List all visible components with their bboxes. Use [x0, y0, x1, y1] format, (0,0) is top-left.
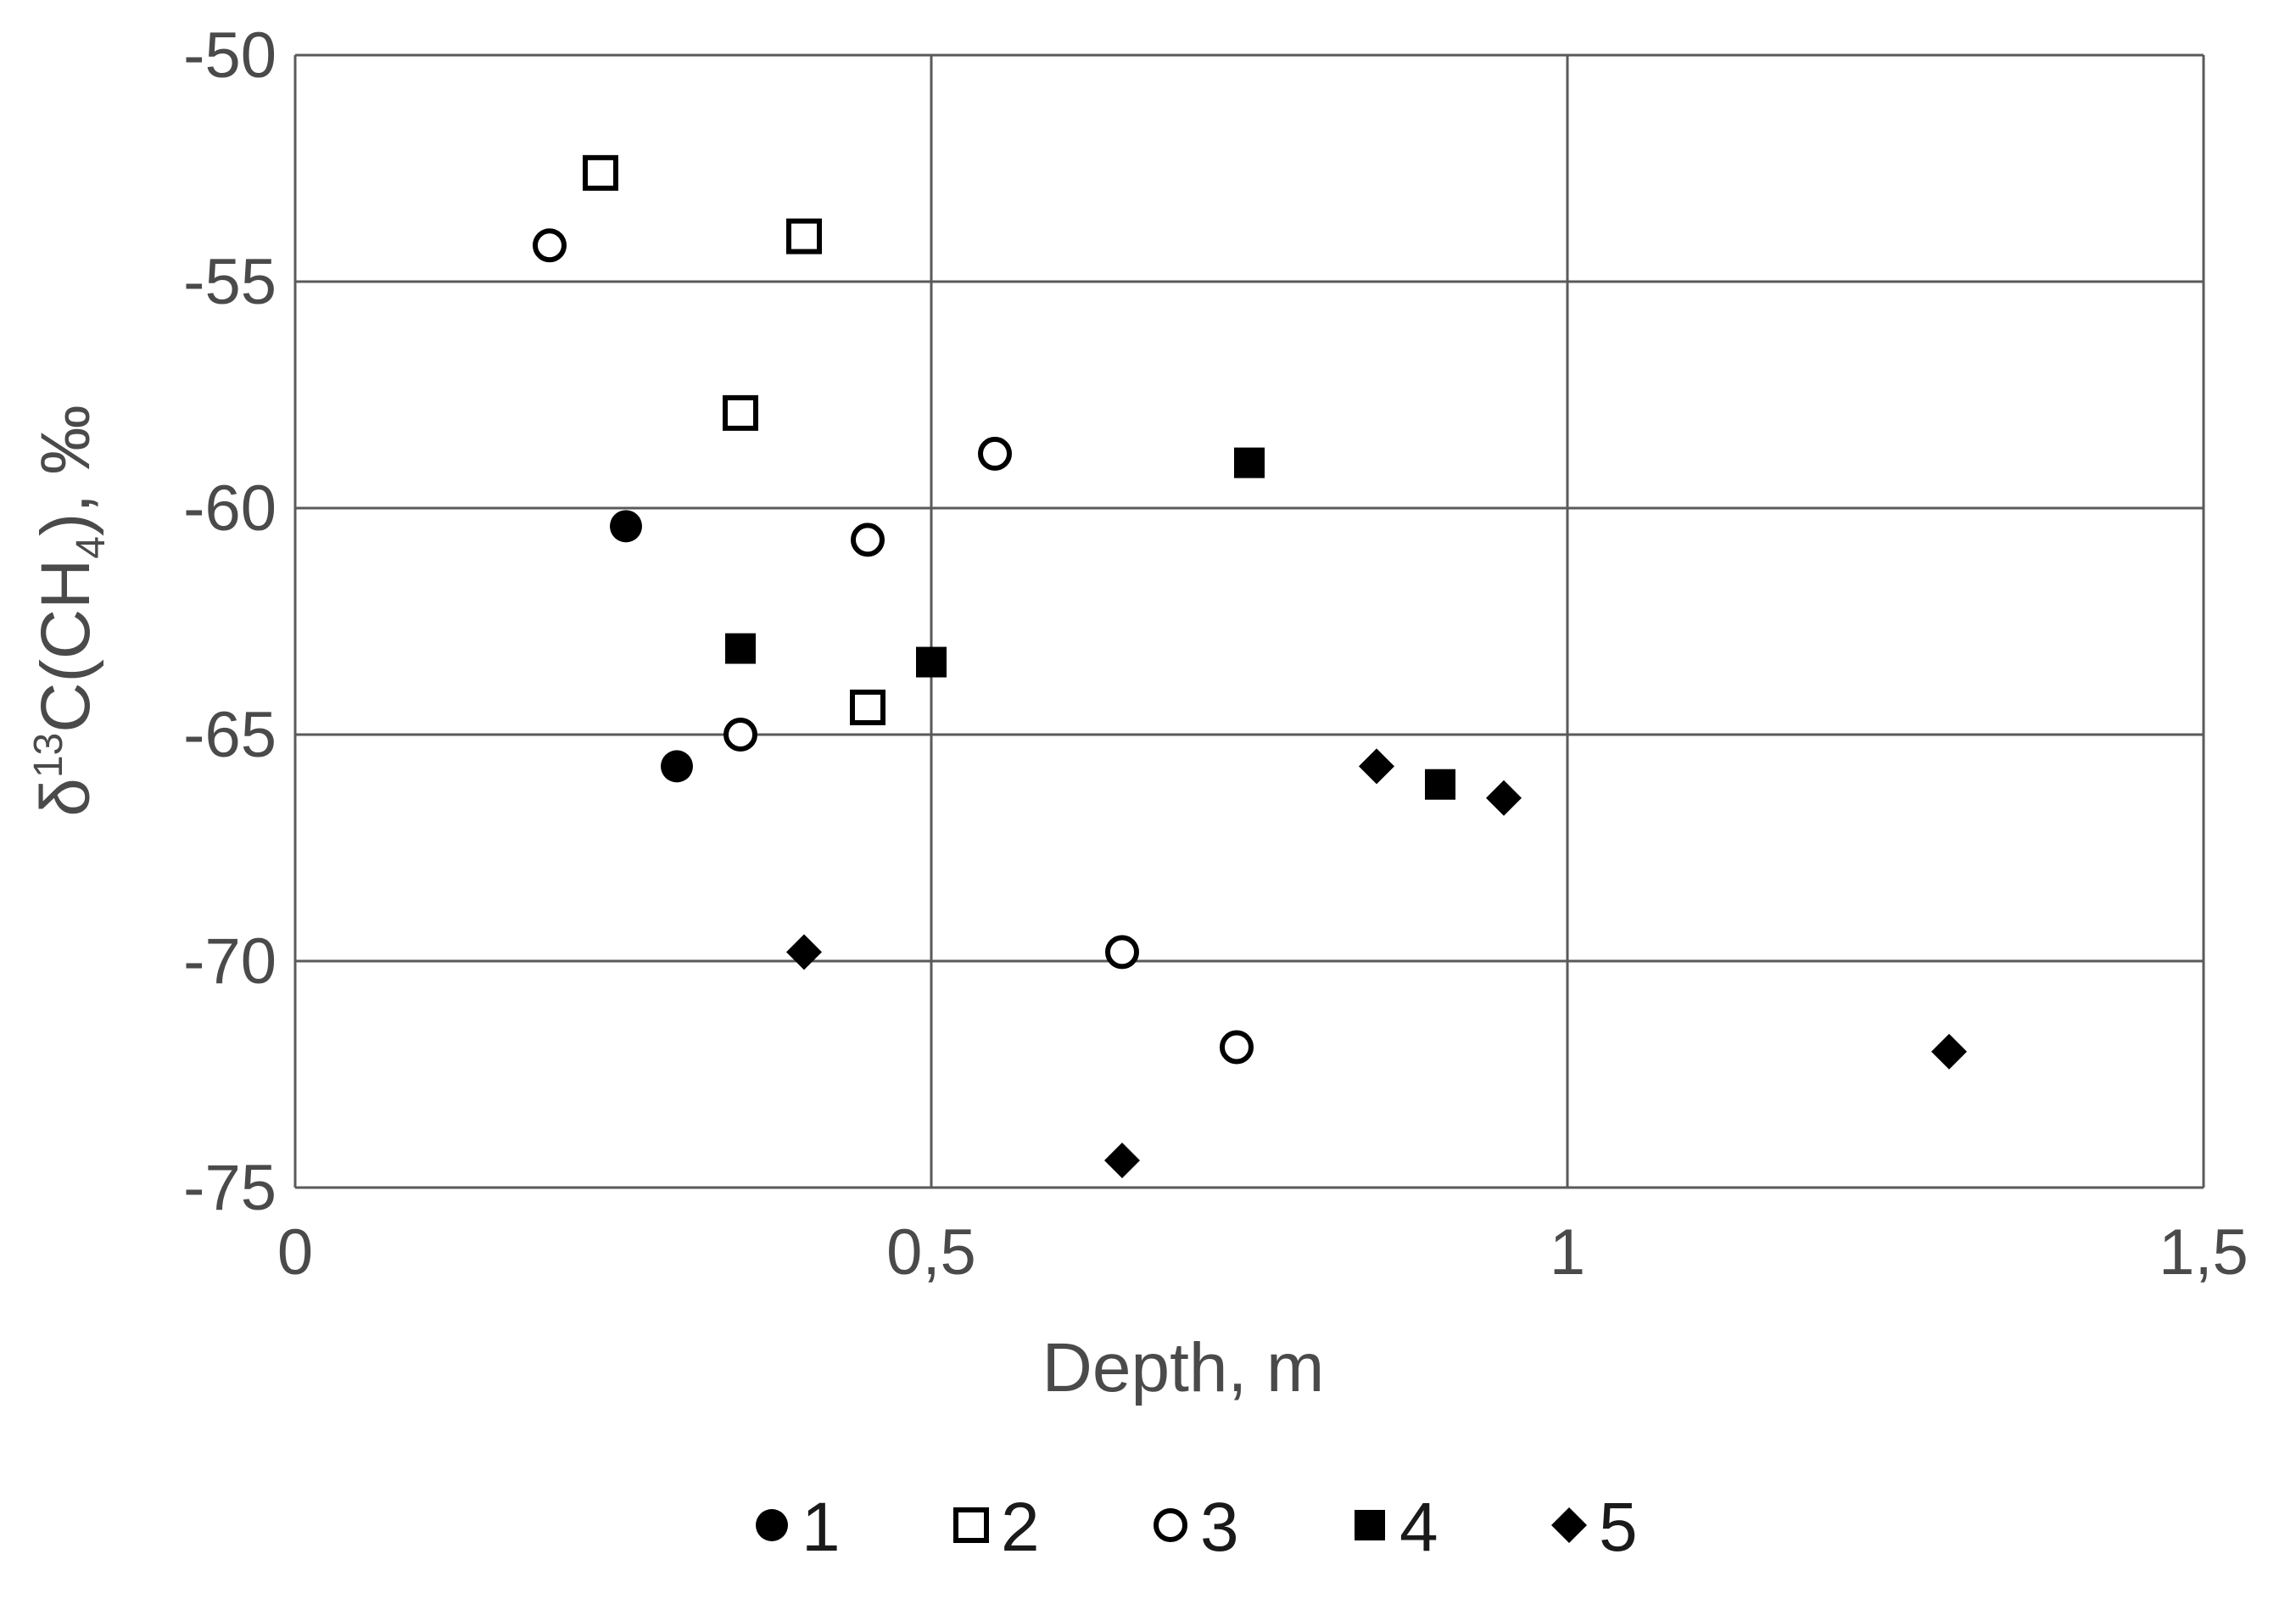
y-axis-title-suffix: ), ‰	[27, 405, 104, 536]
y-axis-title-main: C(CH	[27, 559, 104, 733]
y-axis-title: δ13C(CH4), ‰	[26, 405, 114, 817]
data-point-series-3	[851, 523, 885, 557]
legend-marker-5	[1551, 1507, 1587, 1543]
y-tick-label: -55	[183, 246, 277, 318]
y-tick-label: -75	[183, 1152, 277, 1224]
x-tick-label: 1,5	[2159, 1216, 2249, 1289]
x-tick-label: 0	[277, 1216, 313, 1289]
data-point-series-5	[1931, 1033, 1967, 1070]
data-point-series-3	[723, 718, 757, 752]
y-axis-title-subscript: 4	[69, 536, 114, 559]
data-point-series-3	[533, 228, 567, 263]
data-point-series-2	[583, 154, 618, 191]
data-point-series-3	[978, 436, 1012, 471]
data-point-series-4	[1425, 769, 1455, 800]
data-point-series-3	[1105, 935, 1139, 970]
legend-label-1: 1	[802, 1489, 841, 1566]
data-point-series-2	[723, 394, 758, 431]
data-point-series-4	[725, 633, 756, 664]
data-point-series-3	[1220, 1030, 1254, 1065]
legend: 1 2 3 4 5	[756, 1489, 1638, 1566]
legend-marker-3	[1154, 1508, 1187, 1542]
legend-marker-2	[953, 1507, 989, 1543]
x-tick-label: 0,5	[886, 1216, 976, 1289]
data-point-series-1	[661, 750, 693, 783]
data-point-series-2	[850, 689, 885, 725]
data-point-series-2	[786, 218, 822, 254]
data-point-series-4	[1234, 447, 1265, 478]
y-tick-label: -60	[183, 472, 277, 545]
y-tick-label: -50	[183, 20, 277, 92]
data-point-series-1	[610, 510, 642, 543]
tick-labels: -50 -55 -60 -65 -70 -750 0,5 1 1,5	[183, 20, 2249, 1289]
y-axis-title-superscript: 13	[26, 733, 71, 778]
y-axis-title-prefix: δ	[27, 778, 104, 817]
legend-label-5: 5	[1599, 1489, 1638, 1566]
x-tick-label: 1	[1550, 1216, 1585, 1289]
y-tick-label: -70	[183, 925, 277, 998]
data-point-series-5	[1359, 748, 1394, 785]
data-point-series-5	[1104, 1142, 1140, 1178]
legend-label-2: 2	[1001, 1489, 1040, 1566]
legend-label-4: 4	[1399, 1489, 1438, 1566]
x-axis-title: Depth, m	[1042, 1329, 1325, 1406]
legend-label-3: 3	[1200, 1489, 1239, 1566]
data-points	[533, 154, 1967, 1178]
y-tick-label: -65	[183, 699, 277, 771]
data-point-series-5	[1486, 780, 1522, 816]
plot-grid	[293, 53, 2205, 1189]
legend-marker-1	[756, 1509, 788, 1541]
data-point-series-4	[916, 646, 947, 678]
legend-marker-4	[1355, 1510, 1385, 1540]
data-point-series-5	[786, 934, 822, 970]
